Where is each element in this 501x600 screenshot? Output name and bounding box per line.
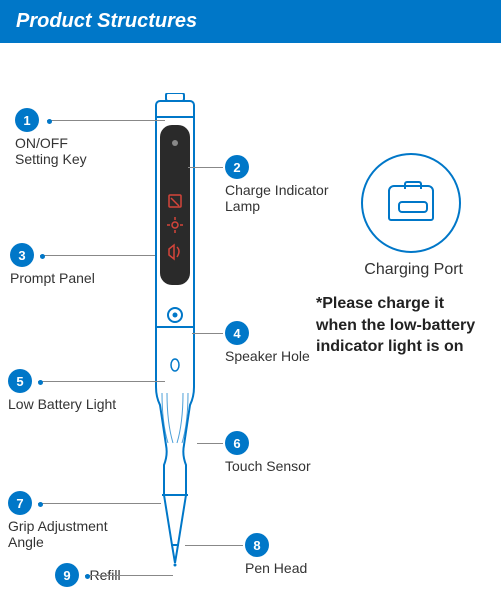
badge-5: 5 bbox=[8, 369, 32, 393]
label-1: ON/OFF Setting Key bbox=[15, 135, 87, 167]
label-4: Speaker Hole bbox=[225, 348, 310, 364]
leader-9 bbox=[85, 575, 173, 576]
charging-note: *Please charge it when the low-battery i… bbox=[316, 293, 481, 358]
leader-7 bbox=[38, 503, 161, 504]
callout-8: 8 Pen Head bbox=[245, 533, 307, 576]
usb-port-icon bbox=[388, 185, 434, 221]
badge-4: 4 bbox=[225, 321, 249, 345]
badge-6: 6 bbox=[225, 431, 249, 455]
badge-3: 3 bbox=[10, 243, 34, 267]
label-5: Low Battery Light bbox=[8, 396, 116, 412]
leader-1 bbox=[47, 120, 165, 121]
badge-2: 2 bbox=[225, 155, 249, 179]
badge-7: 7 bbox=[8, 491, 32, 515]
badge-8: 8 bbox=[245, 533, 269, 557]
label-3: Prompt Panel bbox=[10, 270, 95, 286]
callout-2: 2 Charge Indicator Lamp bbox=[225, 155, 329, 214]
header-bar: Product Structures bbox=[0, 0, 501, 43]
badge-9: 9 bbox=[55, 563, 79, 587]
callout-9: 9 Refill bbox=[55, 563, 121, 587]
leader-5 bbox=[38, 381, 165, 382]
leader-2 bbox=[188, 167, 223, 168]
badge-1: 1 bbox=[15, 108, 39, 132]
leader-3 bbox=[40, 255, 155, 256]
diagram-area: 1 ON/OFF Setting Key 2 Charge Indicator … bbox=[0, 43, 501, 599]
callout-5: 5 Low Battery Light bbox=[8, 369, 116, 412]
label-2: Charge Indicator Lamp bbox=[225, 182, 329, 214]
label-8: Pen Head bbox=[245, 560, 307, 576]
label-7: Grip Adjustment Angle bbox=[8, 518, 108, 550]
label-6: Touch Sensor bbox=[225, 458, 311, 474]
callout-3: 3 Prompt Panel bbox=[10, 243, 95, 286]
leader-6 bbox=[197, 443, 223, 444]
charging-port-label: Charging Port bbox=[364, 261, 463, 279]
page-title: Product Structures bbox=[16, 10, 485, 33]
callout-4: 4 Speaker Hole bbox=[225, 321, 310, 364]
callout-6: 6 Touch Sensor bbox=[225, 431, 311, 474]
charging-port-illustration bbox=[361, 153, 461, 253]
leader-4 bbox=[192, 333, 223, 334]
leader-8 bbox=[185, 545, 243, 546]
callout-1: 1 ON/OFF Setting Key bbox=[15, 108, 87, 167]
callout-7: 7 Grip Adjustment Angle bbox=[8, 491, 108, 550]
